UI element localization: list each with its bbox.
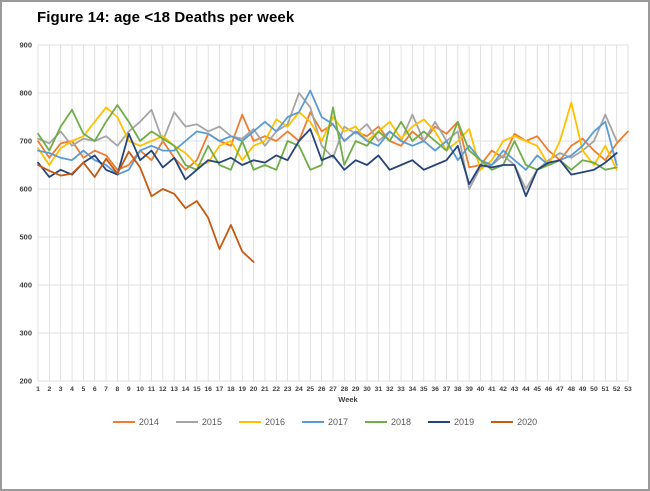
legend-item-2016: 2016: [238, 417, 285, 427]
x-tick-31: 31: [375, 386, 383, 393]
chart-title: Figure 14: age <18 Deaths per week: [37, 9, 295, 26]
x-tick-14: 14: [182, 386, 190, 393]
x-tick-22: 22: [272, 386, 280, 393]
legend-swatch-2014: [112, 421, 135, 423]
x-tick-19: 19: [238, 386, 246, 393]
x-tick-51: 51: [602, 386, 610, 393]
x-tick-36: 36: [431, 386, 439, 393]
x-tick-12: 12: [159, 386, 167, 393]
legend-item-2014: 2014: [112, 417, 159, 427]
y-tick-800: 800: [19, 89, 32, 98]
x-tick-11: 11: [148, 386, 155, 393]
legend-swatch-2016: [238, 421, 261, 423]
series-line-2019: [37, 128, 618, 198]
y-tick-600: 600: [19, 185, 32, 194]
x-tick-5: 5: [81, 386, 85, 393]
y-tick-400: 400: [19, 281, 32, 290]
x-tick-16: 16: [204, 386, 212, 393]
legend-label-2015: 2015: [201, 417, 222, 427]
legend-label-2019: 2019: [454, 417, 475, 427]
x-tick-49: 49: [579, 386, 587, 393]
x-tick-42: 42: [499, 386, 507, 393]
legend-label-2016: 2016: [264, 417, 285, 427]
legend-swatch-2017: [301, 421, 324, 423]
y-tick-200: 200: [19, 377, 32, 386]
legend-item-2018: 2018: [365, 417, 411, 427]
x-tick-44: 44: [522, 386, 530, 393]
x-tick-43: 43: [511, 386, 519, 393]
x-tick-24: 24: [295, 386, 303, 393]
x-tick-33: 33: [397, 386, 405, 393]
x-tick-27: 27: [329, 386, 337, 393]
x-tick-9: 9: [127, 386, 131, 393]
series-line-2020: [37, 150, 255, 263]
x-tick-35: 35: [420, 386, 428, 393]
x-tick-20: 20: [250, 386, 258, 393]
legend-label-2014: 2014: [138, 417, 159, 427]
x-tick-29: 29: [352, 386, 360, 393]
x-tick-6: 6: [93, 386, 97, 393]
x-tick-38: 38: [454, 386, 462, 393]
x-tick-37: 37: [443, 386, 451, 393]
x-axis-tick-labels: 1 2 3 4 5 6 7 8 9 10 11 12 13 14 15 16 17 18 19 20 21 22 23 24 2…: [36, 386, 632, 393]
x-tick-10: 10: [136, 386, 144, 393]
legend-swatch-2018: [365, 421, 388, 423]
x-tick-8: 8: [116, 386, 120, 393]
x-tick-4: 4: [70, 386, 74, 393]
legend-item-2020: 2020: [491, 417, 537, 427]
x-tick-2: 2: [47, 386, 51, 393]
x-tick-26: 26: [318, 386, 326, 393]
x-tick-41: 41: [488, 386, 496, 393]
x-tick-45: 45: [533, 386, 541, 393]
x-tick-39: 39: [465, 386, 473, 393]
x-tick-47: 47: [556, 386, 564, 393]
x-tick-50: 50: [590, 386, 598, 393]
y-tick-300: 300: [19, 329, 32, 338]
x-tick-3: 3: [59, 386, 63, 393]
y-tick-700: 700: [19, 137, 32, 146]
series-line-2015: [37, 92, 618, 190]
legend-label-2020: 2020: [517, 417, 538, 427]
x-tick-46: 46: [545, 386, 553, 393]
legend-swatch-2020: [491, 421, 514, 423]
x-tick-53: 53: [624, 386, 632, 393]
series-lines: [37, 89, 629, 263]
legend-item-2017: 2017: [301, 417, 349, 427]
series-line-2016: [37, 101, 618, 171]
x-tick-30: 30: [363, 386, 371, 393]
x-tick-21: 21: [261, 386, 269, 393]
chart-legend: 2014 2015 2016 2017 2018 2019 2020: [2, 417, 648, 427]
x-tick-52: 52: [613, 386, 621, 393]
y-axis-tick-labels: 900 800 700 600 500 400 300 200: [19, 41, 32, 386]
legend-label-2018: 2018: [391, 417, 412, 427]
x-tick-25: 25: [307, 386, 315, 393]
legend-swatch-2019: [428, 421, 451, 423]
x-axis-title: Week: [338, 395, 358, 404]
legend-item-2015: 2015: [175, 417, 222, 427]
legend-label-2017: 2017: [327, 417, 349, 427]
x-tick-28: 28: [341, 386, 349, 393]
gridlines: [37, 44, 629, 382]
y-tick-900: 900: [19, 41, 32, 50]
x-tick-13: 13: [170, 386, 178, 393]
x-tick-17: 17: [216, 386, 224, 393]
x-tick-7: 7: [104, 386, 108, 393]
legend-swatch-2015: [175, 421, 198, 423]
x-tick-34: 34: [409, 386, 417, 393]
x-tick-15: 15: [193, 386, 201, 393]
x-tick-23: 23: [284, 386, 292, 393]
x-tick-40: 40: [477, 386, 485, 393]
series-line-2018: [37, 104, 618, 171]
x-tick-18: 18: [227, 386, 235, 393]
x-tick-1: 1: [36, 386, 40, 393]
legend-item-2019: 2019: [428, 417, 474, 427]
y-tick-500: 500: [19, 233, 32, 242]
x-tick-32: 32: [386, 386, 394, 393]
x-tick-48: 48: [567, 386, 575, 393]
